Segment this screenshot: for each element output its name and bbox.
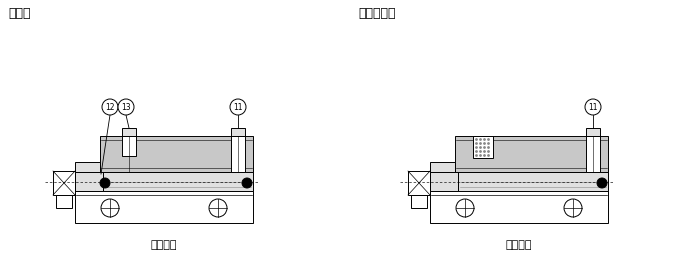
- Bar: [231, 136, 245, 172]
- Circle shape: [564, 199, 582, 217]
- Text: 単動押出形: 単動押出形: [358, 7, 395, 20]
- Circle shape: [102, 99, 118, 115]
- Bar: [430, 162, 455, 172]
- Bar: [53, 171, 75, 195]
- Circle shape: [101, 199, 119, 217]
- Bar: [103, 172, 253, 191]
- Circle shape: [100, 178, 110, 188]
- Bar: [100, 136, 253, 172]
- Bar: [122, 136, 136, 156]
- Bar: [430, 191, 608, 223]
- Bar: [473, 136, 493, 158]
- Bar: [408, 171, 430, 195]
- Text: 11: 11: [233, 103, 243, 112]
- Bar: [75, 172, 103, 191]
- Bar: [430, 172, 458, 191]
- Circle shape: [597, 178, 607, 188]
- Circle shape: [230, 99, 246, 115]
- Bar: [122, 128, 136, 136]
- Bar: [586, 128, 600, 136]
- Bar: [241, 167, 253, 172]
- Bar: [75, 162, 100, 172]
- Circle shape: [456, 199, 474, 217]
- Bar: [455, 136, 608, 172]
- Circle shape: [585, 99, 601, 115]
- Bar: [586, 136, 600, 172]
- Text: 13: 13: [121, 103, 131, 112]
- Text: 11: 11: [588, 103, 598, 112]
- Text: 磁石なし: 磁石なし: [151, 240, 177, 250]
- Bar: [458, 172, 608, 191]
- Bar: [596, 167, 608, 172]
- Text: 複動形: 複動形: [8, 7, 31, 20]
- Bar: [56, 195, 72, 208]
- Text: 磁石なし: 磁石なし: [506, 240, 532, 250]
- Bar: [75, 191, 253, 223]
- Bar: [231, 128, 245, 136]
- Text: 12: 12: [105, 103, 115, 112]
- Circle shape: [242, 178, 252, 188]
- Circle shape: [209, 199, 227, 217]
- Bar: [411, 195, 427, 208]
- Circle shape: [118, 99, 134, 115]
